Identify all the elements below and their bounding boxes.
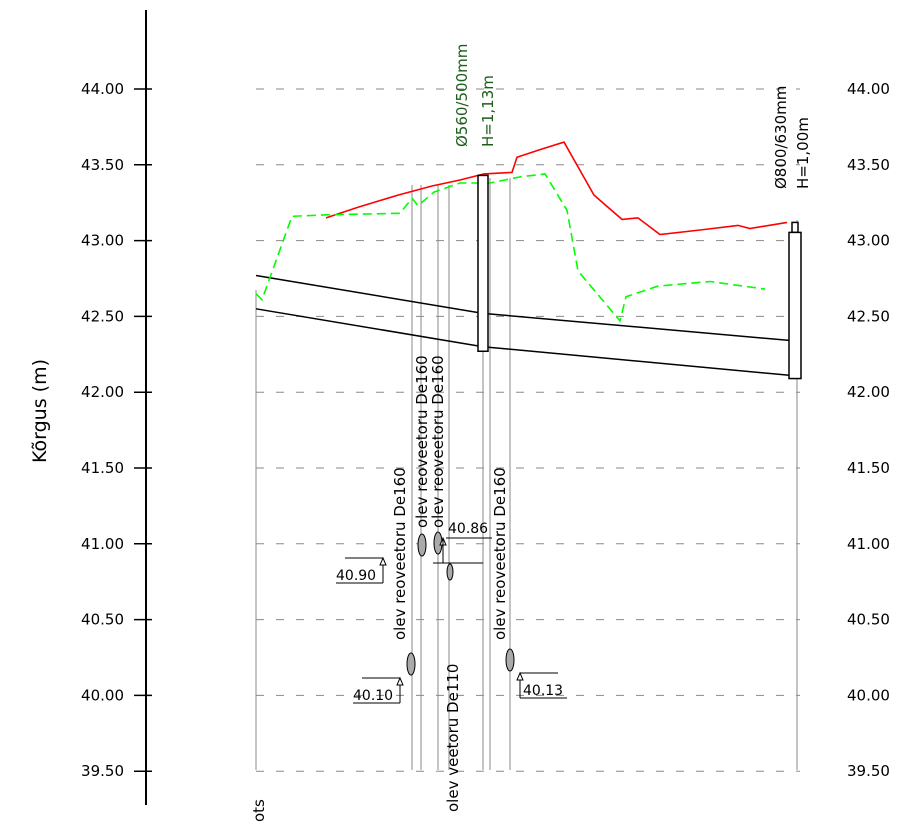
crossing-label: olev veetoru De110: [444, 664, 462, 812]
elevation-label: 40.13: [523, 683, 563, 699]
manhole-diameter-label: Ø800/630mm: [772, 86, 790, 189]
grid-lines: [256, 88, 800, 772]
pipe-crossing-ellipse: [505, 648, 515, 672]
elevation-arrow: [516, 671, 524, 681]
pipe-bottom-line: [255, 308, 793, 377]
y-tick-label-right: 40.50: [847, 611, 890, 629]
y-tick-label-right: 41.50: [847, 459, 890, 477]
elevation-arrow: [396, 676, 404, 686]
elevation-arrow: [379, 556, 387, 566]
y-tick-label-right: 41.00: [847, 535, 890, 553]
y-tick-label-left: 43.50: [81, 156, 124, 174]
bottom-cut-text: ots: [250, 799, 268, 822]
y-tick-label-left: 41.00: [81, 535, 124, 553]
manhole-height-label: H=1,13m: [479, 75, 497, 147]
elevation-label: 40.86: [448, 521, 488, 537]
axes: 39.50 39.50 40.00 40.00 40.50 40.50 41.00 41.00…: [81, 10, 890, 805]
y-tick-label-left: 40.50: [81, 611, 124, 629]
surface-lines: [255, 141, 788, 323]
manhole-height-label: H=1,00m: [794, 117, 812, 189]
crossing-label: olev reoveetoru De160: [391, 467, 409, 640]
manhole-neck: [791, 221, 799, 234]
y-tick-label-right: 39.50: [847, 762, 890, 780]
existing-ground-line: [325, 141, 788, 236]
pipe-crossing-ellipse: [406, 652, 416, 676]
pipe-lines: [255, 274, 793, 377]
y-tick-label-right: 44.00: [847, 80, 890, 98]
y-tick-label-right: 43.00: [847, 232, 890, 250]
y-tick-label-left: 41.50: [81, 459, 124, 477]
pipe-top-line: [255, 274, 793, 342]
y-tick-label-right: 40.00: [847, 686, 890, 704]
manhole-shaft: [788, 231, 802, 380]
manholes: Ø560/500mm H=1,13m Ø800/630mm H=1,00m: [453, 44, 812, 380]
labels: Kõrgus (m) ots: [29, 359, 268, 822]
y-axis-title: Kõrgus (m): [29, 359, 51, 463]
elevation-label: 40.90: [336, 568, 376, 584]
y-tick-label-left: 44.00: [81, 80, 124, 98]
y-tick-label-left: 40.00: [81, 686, 124, 704]
y-tick-label-left: 39.50: [81, 762, 124, 780]
manhole-shaft: [477, 174, 489, 353]
y-tick-label-left: 42.50: [81, 307, 124, 325]
elevation-label: 40.10: [353, 688, 393, 704]
manhole-diameter-label: Ø560/500mm: [453, 44, 471, 147]
design-surface-line: [255, 173, 766, 323]
crossing-label: olev reoveetoru De160: [429, 355, 447, 528]
y-tick-label-right: 42.00: [847, 383, 890, 401]
crossing-label: olev reoveetoru De160: [413, 355, 431, 528]
y-tick-label-right: 43.50: [847, 156, 890, 174]
pipe-crossing-ellipse: [417, 533, 427, 557]
y-tick-label-right: 42.50: [847, 307, 890, 325]
y-tick-label-left: 43.00: [81, 232, 124, 250]
y-tick-label-left: 42.00: [81, 383, 124, 401]
crossing-label: olev reoveetoru De160: [491, 467, 509, 640]
pipe-crossing-ellipse: [446, 563, 454, 581]
station-lines: [255, 178, 798, 770]
